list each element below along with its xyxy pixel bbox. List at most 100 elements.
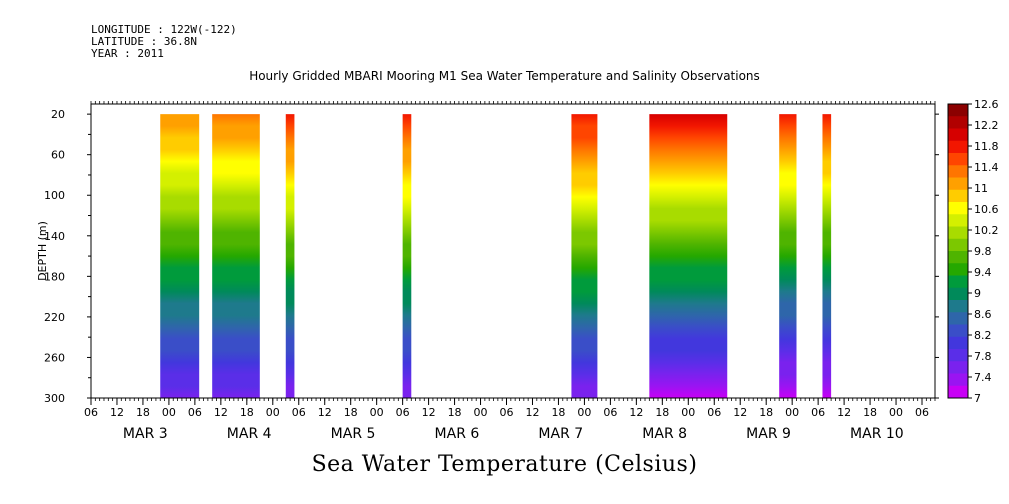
y-axis-label: DEPTH (m) [36,221,49,281]
plot-frame [90,103,936,399]
colorbar-label: 9.4 [974,266,992,279]
data-segment: MAR 2 22:00 - MAR 3 07:00 [160,114,200,398]
colorbar-band [948,140,968,154]
x-hour-label: 00 [577,406,591,419]
colorbar-band [948,324,968,338]
y-tick-label: 140 [44,230,65,243]
x-hour-label: 18 [240,406,254,419]
data-segment: MAR 7 15:00 - MAR 8 09:00 [649,114,728,398]
x-hour-label: 18 [344,406,358,419]
x-hour-label: 18 [759,406,773,419]
colorbar-label: 12.6 [974,98,999,111]
colorbar-band [948,177,968,191]
x-day-label: MAR 3 [123,426,168,442]
y-tick-label: 60 [51,149,65,162]
x-hour-label: 00 [266,406,280,419]
data-segment: MAR 6 21:00 - MAR 7 03:00 [571,114,598,398]
colorbar-band [948,153,968,166]
x-hour-label: 18 [863,406,877,419]
colorbar-label: 11 [974,182,988,195]
latitude-label: LATITUDE : 36.8N [91,35,197,48]
colorbar-band [948,361,968,374]
colorbar-label: 7 [974,392,981,405]
x-day-label: MAR 4 [227,426,272,442]
x-hour-label: 06 [292,406,306,419]
x-hour-label: 00 [889,406,903,419]
x-day-label: MAR 7 [538,426,583,442]
x-hour-label: 12 [525,406,539,419]
x-hour-label: 18 [448,406,462,419]
colorbar-band [948,349,968,362]
colorbar-band [948,128,968,142]
longitude-label: LONGITUDE : 122W(-122) [91,23,237,36]
x-day-label: MAR 5 [331,426,376,442]
y-tick-label: 300 [44,392,65,405]
colorbar-band [948,300,968,313]
x-hour-label: 00 [681,406,695,419]
chart-title: Hourly Gridded MBARI Mooring M1 Sea Wate… [249,69,760,83]
colorbar-band [948,202,968,215]
colorbar-title: Sea Water Temperature (Celsius) [311,452,698,477]
x-hour-label: 12 [837,406,851,419]
x-hour-label: 06 [915,406,929,419]
x-hour-label: 06 [396,406,410,419]
colorbar-band [948,287,968,301]
x-day-label: MAR 10 [850,426,904,442]
x-hour-label: 06 [188,406,202,419]
x-hour-label: 06 [707,406,721,419]
colorbar-band [948,336,968,350]
x-hour-label: 18 [551,406,565,419]
colorbar-band [948,373,968,387]
colorbar-label: 12.2 [974,119,999,132]
colorbar-band [948,116,968,129]
x-hour-label: 06 [500,406,514,419]
x-hour-label: 06 [603,406,617,419]
data-segment: MAR 9 07:00 - MAR 9 09:00 [822,114,832,398]
x-hour-label: 12 [629,406,643,419]
data-segment: MAR 5 06:00 - MAR 5 08:00 [402,114,412,398]
colorbar-label: 8.6 [974,308,992,321]
y-tick-label: 180 [44,270,65,283]
y-tick-label: 20 [51,108,65,121]
colorbar-band [948,263,968,276]
x-hour-label: 00 [370,406,384,419]
x-day-label: MAR 6 [435,426,480,442]
year-label: YEAR : 2011 [91,47,164,60]
colorbar-label: 11.8 [974,140,999,153]
x-hour-label: 06 [811,406,825,419]
x-hour-label: 12 [318,406,332,419]
colorbar-band [948,275,968,289]
x-day-label: MAR 8 [642,426,687,442]
y-tick-label: 100 [44,189,65,202]
x-hour-label: 00 [785,406,799,419]
x-hour-label: 12 [422,406,436,419]
x-hour-label: 18 [136,406,150,419]
x-hour-label: 12 [110,406,124,419]
colorbar-band [948,214,968,227]
colorbar-band [948,189,968,203]
x-day-label: MAR 9 [746,426,791,442]
x-hour-label: 18 [655,406,669,419]
colorbar-label: 7.8 [974,350,992,363]
colorbar-label: 8.2 [974,329,992,342]
colorbar-label: 9.8 [974,245,992,258]
x-hour-label: 00 [474,406,488,419]
colorbar-label: 7.4 [974,371,992,384]
colorbar-label: 11.4 [974,161,999,174]
colorbar-band [948,312,968,325]
colorbar-band [948,238,968,252]
x-hour-label: 00 [162,406,176,419]
y-tick-label: 220 [44,311,65,324]
colorbar-label: 10.6 [974,203,999,216]
x-hour-label: 12 [214,406,228,419]
y-tick-label: 260 [44,351,65,364]
data-segment: MAR 4 03:00 - MAR 4 05:00 [285,114,295,398]
x-hour-label: 12 [733,406,747,419]
colorbar-band [948,226,968,240]
colorbar-label: 10.2 [974,224,999,237]
data-segment: MAR 3 10:00 - MAR 3 21:00 [212,114,260,398]
colorbar-band [948,251,968,264]
colorbar-band [948,165,968,178]
